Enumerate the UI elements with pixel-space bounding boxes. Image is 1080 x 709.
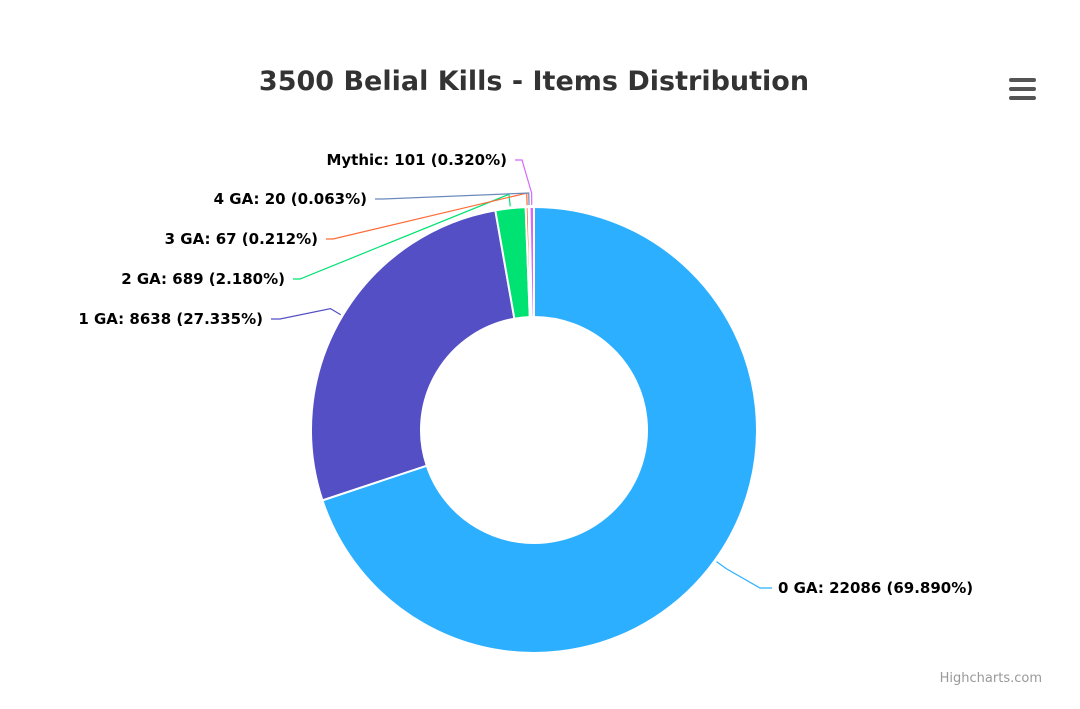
slices-group xyxy=(310,206,758,654)
slice-mythic[interactable] xyxy=(528,206,535,319)
data-label-mythic: Mythic: 101 (0.320%) xyxy=(326,151,507,169)
data-label-3-ga: 3 GA: 67 (0.212%) xyxy=(165,230,318,248)
connector-2-ga xyxy=(293,193,511,280)
data-label-4-ga: 4 GA: 20 (0.063%) xyxy=(214,190,367,208)
chart-title: 3500 Belial Kills - Items Distribution xyxy=(258,66,810,97)
connector-4-ga xyxy=(375,192,530,206)
connectors-group xyxy=(271,159,772,589)
hamburger-menu-icon xyxy=(1009,78,1036,82)
connector-3-ga xyxy=(326,192,528,240)
connector-1-ga xyxy=(271,307,342,320)
data-label-2-ga: 2 GA: 689 (2.180%) xyxy=(121,270,285,288)
connector-mythic xyxy=(515,159,533,206)
chart-menu-button[interactable] xyxy=(1003,74,1041,104)
slice-1-ga[interactable] xyxy=(310,209,516,502)
data-label-0-ga: 0 GA: 22086 (69.890%) xyxy=(778,579,973,597)
connector-0-ga xyxy=(716,561,772,589)
slice-0-ga[interactable] xyxy=(321,206,758,654)
data-label-1-ga: 1 GA: 8638 (27.335%) xyxy=(78,310,263,328)
labels-group: 0 GA: 22086 (69.890%) 1 GA: 8638 (27.335%… xyxy=(78,151,973,597)
credits-link[interactable]: Highcharts.com xyxy=(939,671,1042,686)
